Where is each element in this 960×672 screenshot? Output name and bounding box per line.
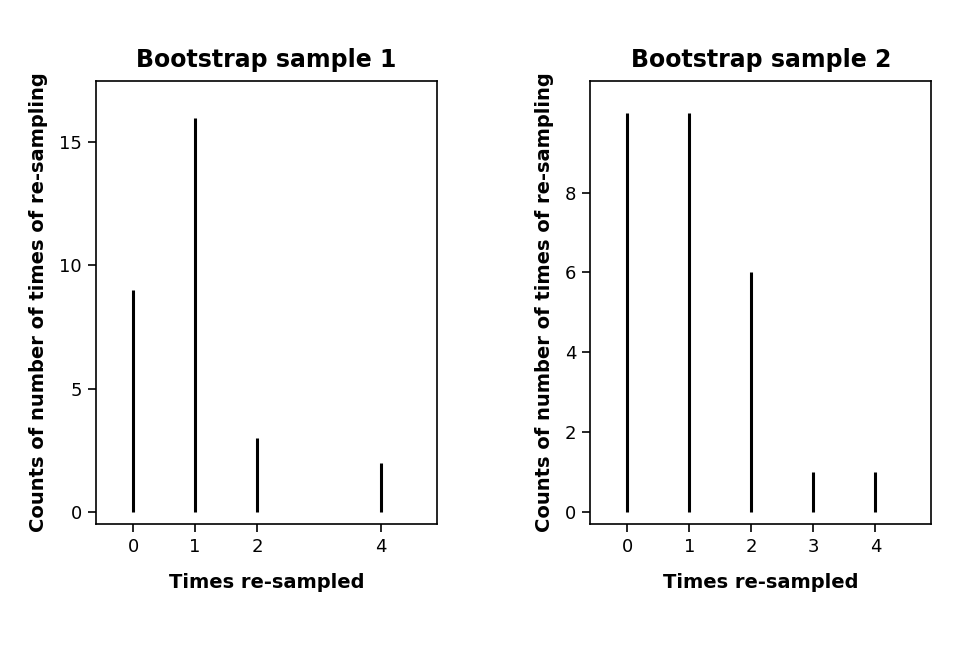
Y-axis label: Counts of number of times of re-sampling: Counts of number of times of re-sampling <box>535 73 554 532</box>
X-axis label: Times re-sampled: Times re-sampled <box>169 573 364 592</box>
X-axis label: Times re-sampled: Times re-sampled <box>663 573 858 592</box>
Y-axis label: Counts of number of times of re-sampling: Counts of number of times of re-sampling <box>29 73 48 532</box>
Title: Bootstrap sample 2: Bootstrap sample 2 <box>631 48 891 72</box>
Title: Bootstrap sample 1: Bootstrap sample 1 <box>136 48 396 72</box>
